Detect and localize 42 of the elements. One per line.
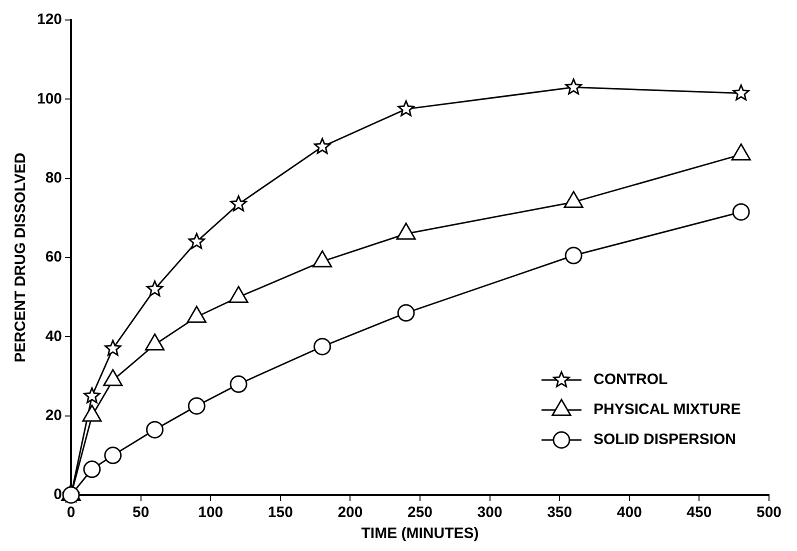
y-axis-title: PERCENT DRUG DISSOLVED (12, 152, 30, 362)
point (84, 387, 100, 404)
legend-label: PHYSICAL MIXTURE (593, 401, 741, 418)
y-tick-label: 0 (54, 486, 62, 504)
x-tick-label: 450 (686, 504, 712, 522)
x-tick-label: 250 (408, 504, 433, 522)
point (230, 195, 247, 212)
point (230, 375, 248, 393)
point (398, 100, 414, 116)
x-tick-label: 200 (338, 504, 363, 522)
point (397, 304, 415, 322)
x-tick-label: 350 (547, 504, 572, 522)
x-tick-label: 500 (756, 504, 782, 522)
y-tick-label: 120 (36, 11, 62, 28)
point (104, 340, 122, 356)
y-tick-label: 100 (36, 90, 62, 108)
legend-label: SOLID DISPERSION (593, 431, 736, 448)
x-tick-label: 100 (198, 504, 224, 522)
x-tick-label: 50 (132, 504, 150, 522)
point (314, 138, 331, 154)
x-tick-label: 300 (477, 504, 502, 522)
point (188, 397, 206, 415)
y-tick-label: 60 (45, 248, 62, 266)
point (62, 486, 80, 504)
point (188, 232, 206, 249)
x-tick-label: 400 (616, 504, 642, 522)
point (146, 420, 164, 438)
x-tick-label: 0 (66, 504, 76, 522)
point (564, 246, 582, 264)
point (565, 78, 582, 95)
y-tick-label: 40 (45, 328, 62, 345)
y-tick-label: 20 (45, 406, 62, 424)
x-axis-title: TIME (MINUTES) (361, 525, 479, 542)
point (83, 460, 101, 478)
legend-label: CONTROL (593, 371, 668, 388)
point (732, 203, 750, 221)
y-tick-label: 80 (45, 169, 62, 186)
point (146, 280, 164, 296)
point (732, 84, 750, 100)
point (314, 338, 332, 356)
point (104, 446, 122, 464)
x-tick-label: 150 (268, 504, 293, 522)
